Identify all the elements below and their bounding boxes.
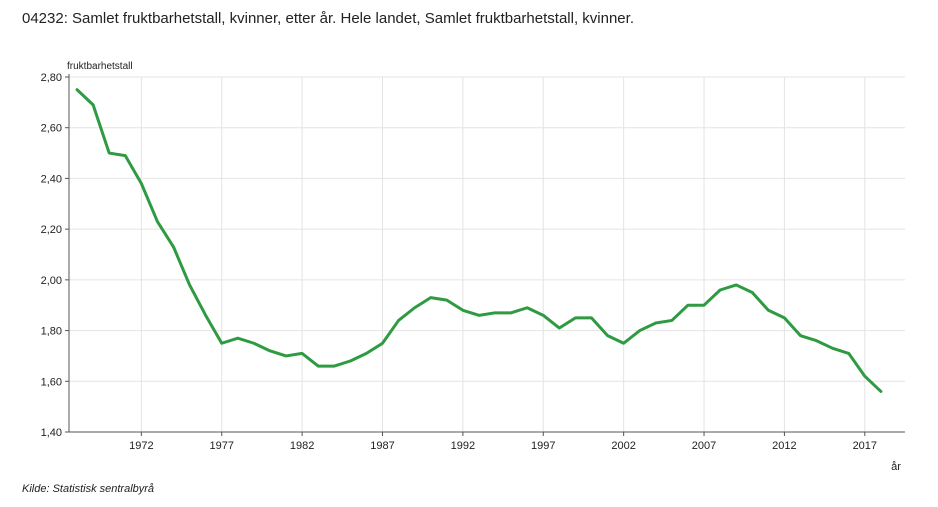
x-tick-label: 1982	[290, 440, 314, 452]
data-point	[799, 334, 802, 337]
data-point	[76, 88, 79, 91]
x-tick-label: 1977	[209, 440, 233, 452]
data-point	[815, 339, 818, 342]
series-line	[75, 88, 883, 393]
data-point	[494, 311, 497, 314]
y-axis-title: fruktbarhetstall	[67, 61, 133, 72]
data-point	[767, 309, 770, 312]
x-tick-label: 1972	[129, 440, 153, 452]
data-point	[831, 347, 834, 350]
data-point	[735, 283, 738, 286]
axis-layer	[65, 74, 905, 436]
data-point	[638, 329, 641, 332]
x-tick-label: 2017	[853, 440, 877, 452]
data-point	[686, 304, 689, 307]
data-point	[252, 342, 255, 345]
data-point	[879, 390, 882, 393]
label-layer: 1,40 1,60 1,80 2,00 2,20 2,40 2,60 2,80 1972 1977…	[41, 61, 902, 473]
data-point	[590, 316, 593, 319]
x-tick-label: 1992	[451, 440, 475, 452]
data-point	[445, 299, 448, 302]
y-tick-label: 1,40	[41, 427, 62, 439]
data-point	[92, 103, 95, 106]
data-point	[333, 365, 336, 368]
x-tick-label: 1997	[531, 440, 555, 452]
data-point	[220, 342, 223, 345]
data-point	[606, 334, 609, 337]
y-tick-label: 1,60	[41, 376, 62, 388]
x-tick-label: 2007	[692, 440, 716, 452]
y-tick-label: 2,00	[41, 275, 62, 287]
data-point	[268, 349, 271, 352]
data-point	[204, 314, 207, 317]
data-point	[381, 342, 384, 345]
data-point	[751, 291, 754, 294]
data-point	[847, 352, 850, 355]
chart-title: 04232: Samlet fruktbarhetstall, kvinner,…	[22, 10, 634, 27]
data-point	[429, 296, 432, 299]
data-point	[526, 306, 529, 309]
data-point	[188, 283, 191, 286]
source-note: Kilde: Statistisk sentralbyrå	[22, 483, 155, 495]
data-point	[124, 154, 127, 157]
series-layer	[75, 88, 883, 393]
data-point	[783, 316, 786, 319]
data-point	[461, 309, 464, 312]
data-point	[477, 314, 480, 317]
x-axis-title: år	[891, 461, 901, 473]
data-point	[413, 306, 416, 309]
data-point	[574, 316, 577, 319]
data-point	[108, 152, 111, 155]
data-point	[285, 354, 288, 357]
data-point	[719, 289, 722, 292]
data-point	[172, 245, 175, 248]
data-point	[317, 365, 320, 368]
data-point	[670, 319, 673, 322]
y-tick-label: 2,20	[41, 224, 62, 236]
grid-layer	[69, 76, 905, 432]
y-tick-label: 2,80	[41, 72, 62, 84]
y-tick-label: 2,40	[41, 173, 62, 185]
y-tick-label: 2,60	[41, 123, 62, 135]
data-point	[542, 314, 545, 317]
x-tick-label: 1987	[370, 440, 394, 452]
data-point	[558, 327, 561, 330]
data-point	[301, 352, 304, 355]
x-tick-label: 2002	[611, 440, 635, 452]
data-point	[510, 311, 513, 314]
data-point	[863, 375, 866, 378]
data-point	[654, 321, 657, 324]
data-point	[236, 337, 239, 340]
data-point	[140, 182, 143, 185]
data-point	[703, 304, 706, 307]
data-point	[622, 342, 625, 345]
data-point	[365, 352, 368, 355]
x-tick-label: 2012	[772, 440, 796, 452]
data-point	[156, 220, 159, 223]
data-point	[349, 360, 352, 363]
data-point	[397, 319, 400, 322]
y-tick-label: 1,80	[41, 326, 62, 338]
